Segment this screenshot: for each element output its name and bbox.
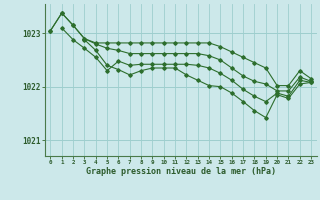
X-axis label: Graphe pression niveau de la mer (hPa): Graphe pression niveau de la mer (hPa) xyxy=(86,167,276,176)
